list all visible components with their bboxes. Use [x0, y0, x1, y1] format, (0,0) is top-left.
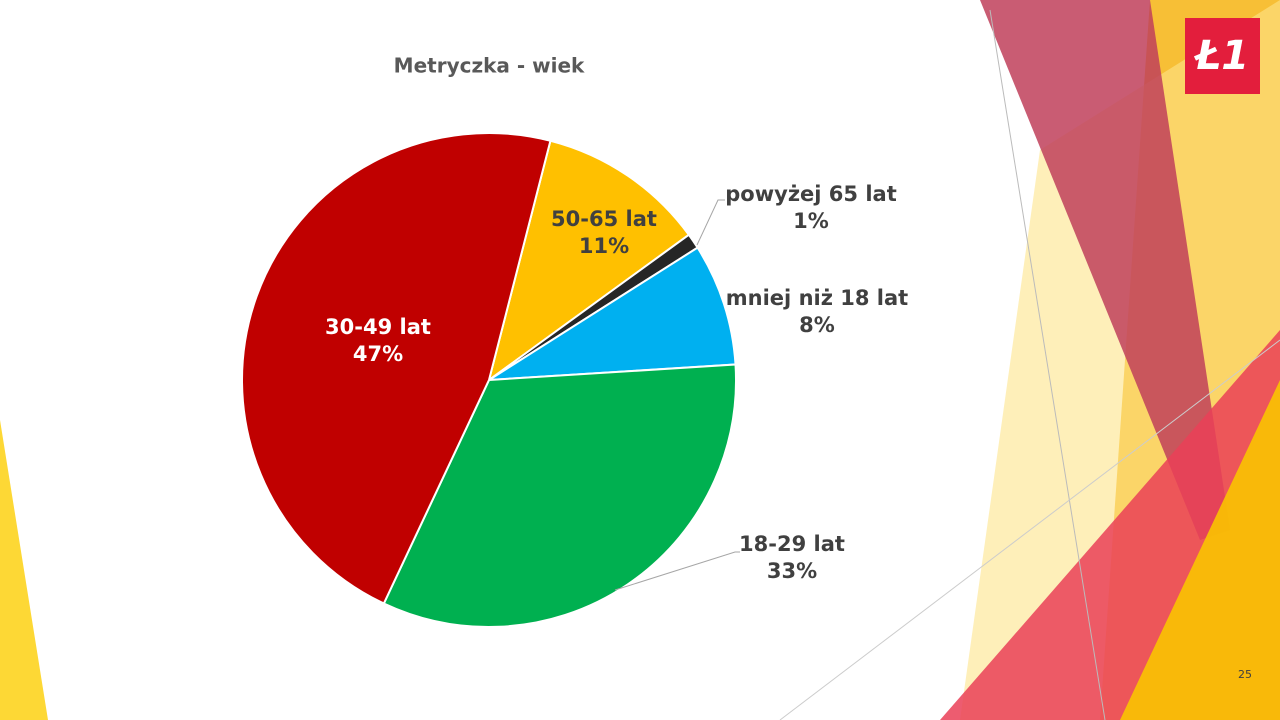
category-label: powyżej 65 lat [725, 182, 896, 206]
category-label: 30-49 lat [325, 315, 431, 339]
slide-number: 25 [1238, 668, 1252, 681]
value-label: 1% [793, 209, 829, 233]
value-label: 33% [767, 559, 817, 583]
value-label: 11% [579, 234, 629, 258]
pie-slice [488, 246, 737, 381]
pie-slice [241, 132, 552, 605]
pie-slice [382, 363, 737, 628]
category-label: mniej niż 18 lat [726, 286, 908, 310]
value-label: 47% [353, 342, 403, 366]
leader-line [696, 199, 725, 246]
value-label: 8% [799, 313, 835, 337]
logo-box [1185, 18, 1260, 94]
category-label: 18-29 lat [739, 532, 845, 556]
logo: Ł1 [1194, 33, 1249, 79]
category-label: 50-65 lat [551, 207, 657, 231]
pie-slice [487, 139, 691, 383]
leader-line [614, 551, 740, 591]
chart-title: Metryczka - wiek [394, 54, 585, 78]
